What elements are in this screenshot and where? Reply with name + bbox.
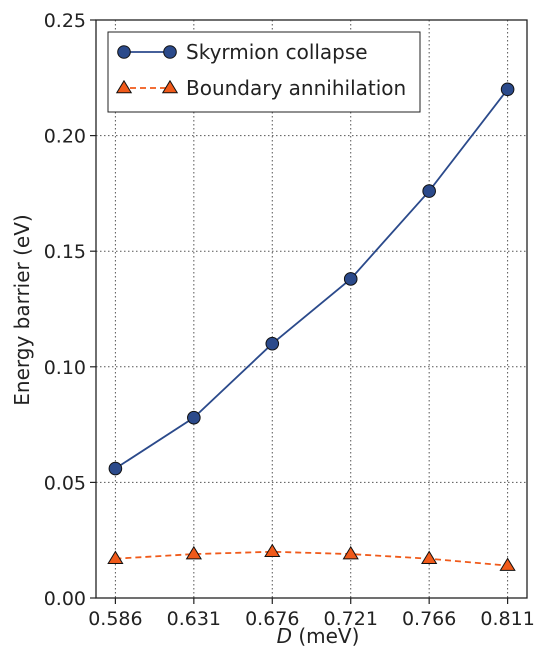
- y-tick-label: 0.05: [44, 472, 86, 494]
- series-line: [114, 88, 509, 470]
- y-tick-label: 0.20: [44, 126, 86, 148]
- x-tick-label: 0.631: [167, 608, 221, 630]
- data-point: [499, 557, 516, 571]
- x-axis-label-var: D: [277, 624, 292, 648]
- legend-item: Boundary annihilation: [115, 76, 406, 100]
- data-point: [187, 410, 201, 425]
- x-axis-label: D (meV): [277, 624, 360, 648]
- x-tick-label: 0.586: [88, 608, 142, 630]
- data-point: [342, 545, 359, 560]
- legend-label: Boundary annihilation: [186, 76, 406, 100]
- x-tick-label: 0.676: [245, 608, 299, 630]
- x-tick-label: 0.811: [480, 608, 534, 630]
- data-point: [117, 45, 131, 59]
- x-tick-label: 0.721: [324, 608, 378, 630]
- series: [107, 543, 516, 571]
- data-point: [163, 45, 177, 59]
- legend-box: [107, 31, 421, 113]
- legend-item: Skyrmion collapse: [117, 40, 368, 64]
- y-tick-label: 0.15: [44, 241, 86, 263]
- data-point: [115, 79, 133, 94]
- data-point: [265, 336, 280, 351]
- data-point: [264, 543, 281, 558]
- data-point: [421, 550, 438, 564]
- axis-ticks: 0.586 0.631 0.676 0.721 0.766 0.811 0.00 0.05 0.…: [44, 10, 535, 630]
- series: [108, 82, 515, 476]
- y-axis-label: Energy barrier (eV): [10, 214, 34, 405]
- data-point: [343, 272, 358, 286]
- data-point: [161, 79, 179, 94]
- y-tick-label: 0.00: [44, 588, 86, 610]
- x-tick-label: 0.766: [402, 608, 456, 630]
- data-point: [500, 82, 515, 97]
- legend-items: Skyrmion collapse Boundary annihilation: [115, 40, 406, 100]
- data-point: [422, 184, 436, 198]
- y-tick-label: 0.10: [44, 357, 86, 379]
- x-axis-label-unit: (meV): [292, 624, 359, 648]
- data-point: [107, 550, 124, 564]
- series-layer: [107, 82, 516, 571]
- data-point: [185, 545, 202, 560]
- legend-label: Skyrmion collapse: [186, 40, 368, 64]
- series-line: [115, 550, 508, 567]
- y-tick-label: 0.25: [44, 10, 86, 32]
- legend: Skyrmion collapse Boundary annihilation: [107, 31, 421, 113]
- plot-frame: [95, 19, 528, 599]
- data-point: [108, 461, 123, 476]
- grid: [96, 19, 527, 599]
